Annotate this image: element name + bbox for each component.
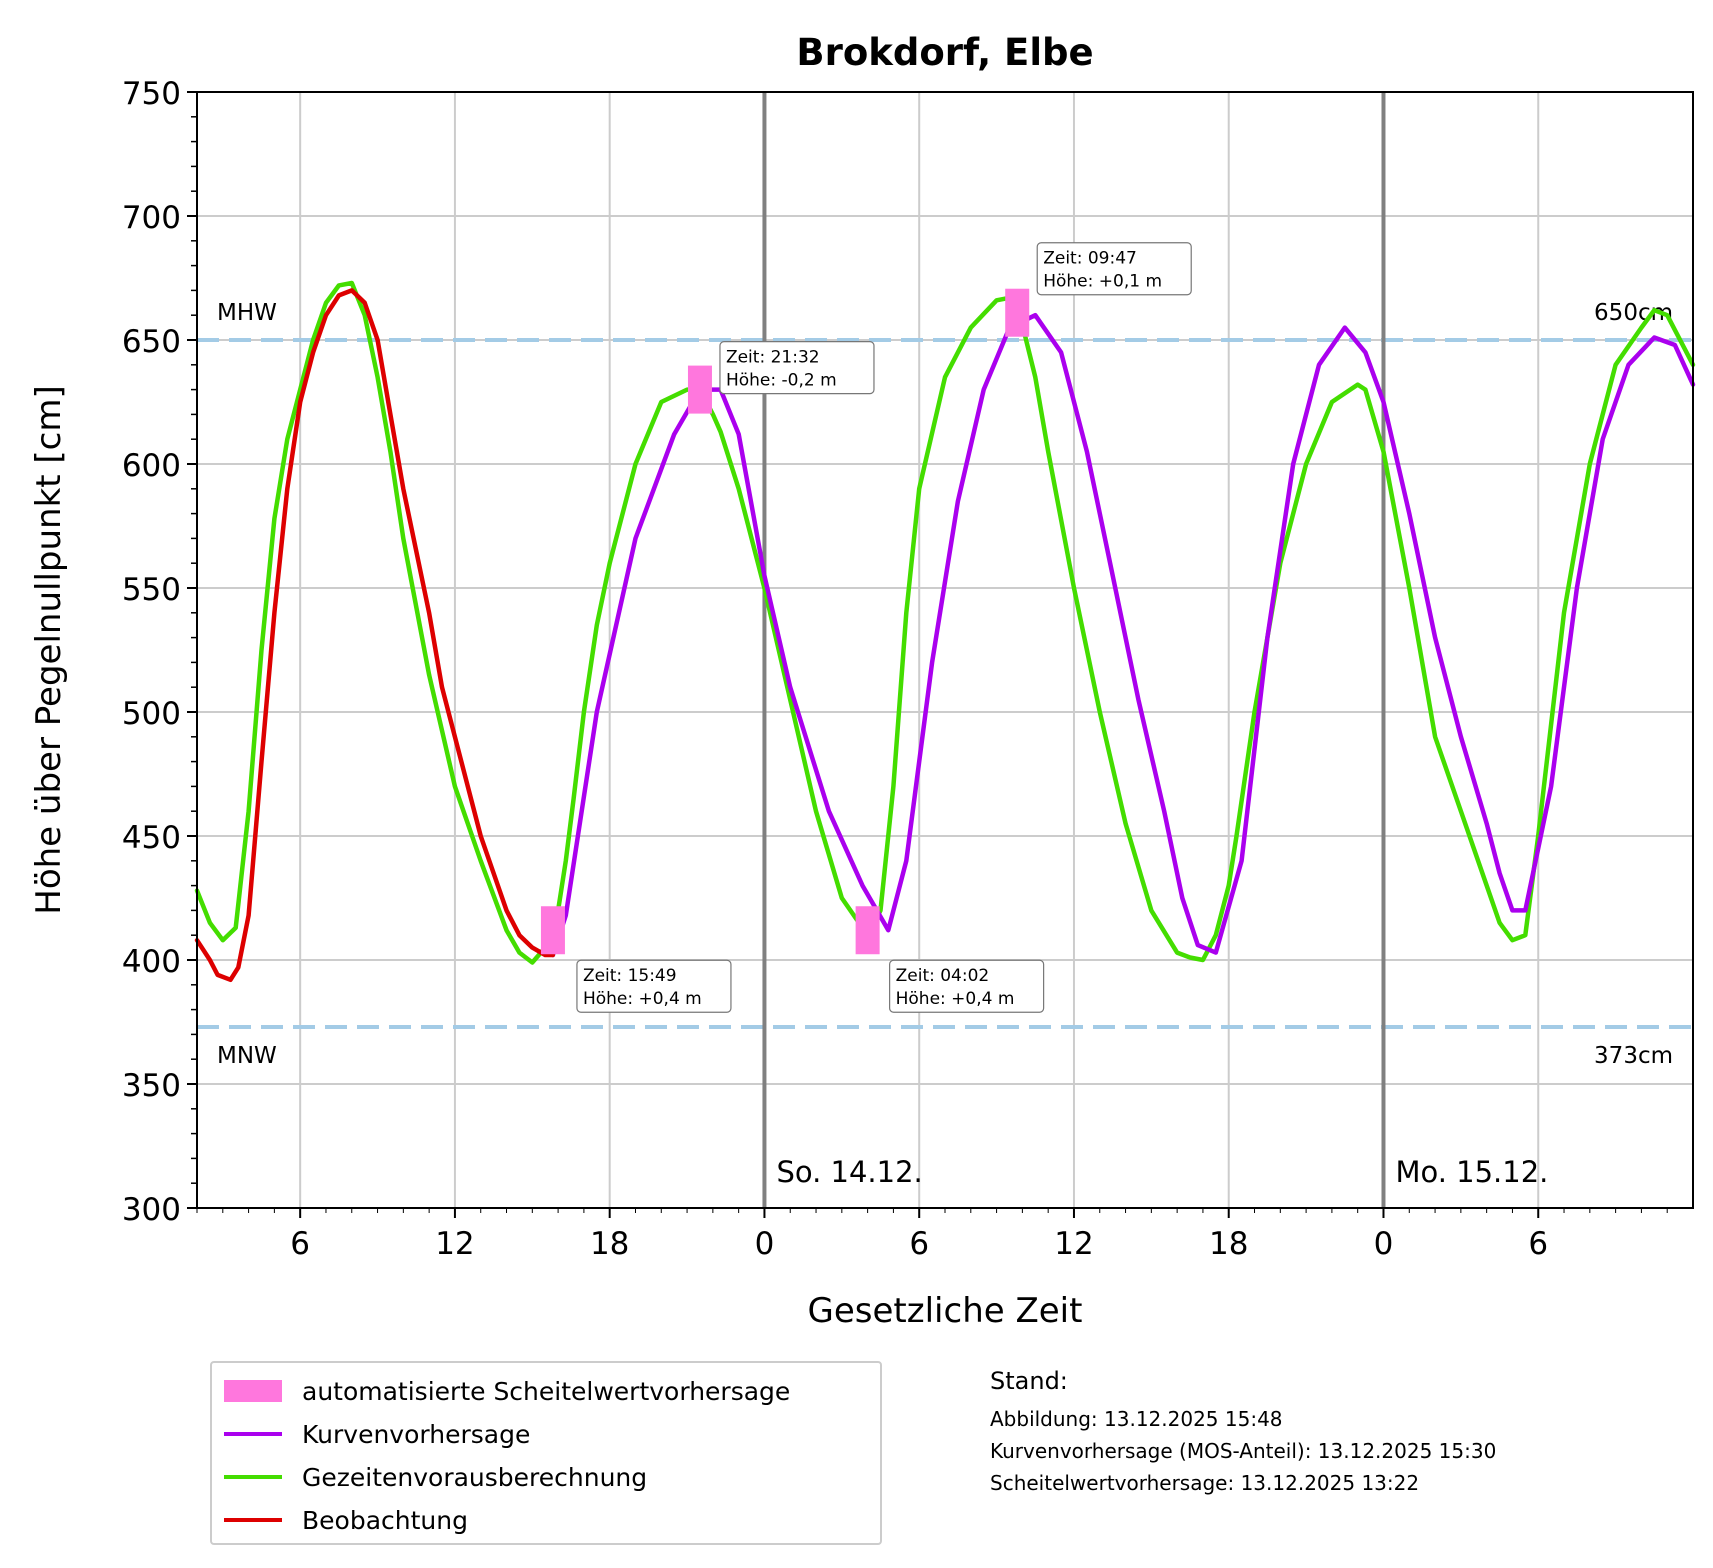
day-label: Mo. 15.12.: [1395, 1155, 1548, 1189]
stand-info: Stand: Abbildung: 13.12.2025 15:48 Kurve…: [990, 1367, 1496, 1499]
legend-label: Gezeitenvorausberechnung: [302, 1462, 648, 1492]
crest-marker: [687, 365, 712, 414]
crest-marker: [540, 906, 565, 955]
crest-annotation-time: Zeit: 04:02: [896, 966, 990, 986]
x-tick-label: 0: [755, 1226, 775, 1262]
crest-annotation-box: [576, 959, 732, 1013]
legend-item-kurvenvorhersage: Kurvenvorhersage: [224, 1416, 530, 1452]
crest-annotation-height: Höhe: +0,1 m: [1043, 272, 1162, 292]
x-tick-label: 6: [909, 1226, 929, 1262]
crest-annotation-box: [719, 341, 875, 395]
y-tick-label: 350: [122, 1068, 181, 1104]
x-tick-label: 18: [1209, 1226, 1248, 1262]
reference-left-label: MNW: [217, 1043, 277, 1069]
plot-frame: [196, 91, 1694, 1209]
y-tick-label: 650: [122, 324, 181, 360]
stand-line-kurvenvorhersage: Kurvenvorhersage (MOS-Anteil): 13.12.202…: [990, 1439, 1497, 1463]
x-axis-label: Gesetzliche Zeit: [808, 1291, 1083, 1331]
crest-annotation-time: Zeit: 15:49: [583, 966, 677, 986]
legend-item-crest: automatisierte Scheitelwertvorhersage: [224, 1373, 790, 1409]
y-axis-label: Höhe über Pegelnullpunkt [cm]: [29, 385, 69, 914]
legend-item-gezeiten: Gezeitenvorausberechnung: [224, 1459, 647, 1495]
reference-right-label: 373cm: [1594, 1043, 1673, 1069]
legend-label: Kurvenvorhersage: [302, 1419, 531, 1449]
crest-marker: [855, 906, 880, 955]
y-tick-label: 500: [122, 696, 181, 732]
crest-annotation-height: Höhe: +0,4 m: [896, 989, 1015, 1009]
x-tick-label: 18: [590, 1226, 629, 1262]
stand-title: Stand:: [990, 1367, 1068, 1395]
series-line-0: [550, 312, 1696, 958]
stand-line-scheitelwert: Scheitelwertvorhersage: 13.12.2025 13:22: [990, 1471, 1420, 1495]
y-tick-label: 750: [122, 76, 181, 112]
y-tick-label: 300: [122, 1192, 181, 1228]
crest-forecasts: Zeit: 15:49 Höhe: +0,4 m Zeit: 21:32 Höhe: …: [540, 242, 1192, 1013]
x-tick-label: 12: [1054, 1226, 1093, 1262]
legend-label: automatisierte Scheitelwertvorhersage: [302, 1376, 791, 1406]
series-line-2: [194, 288, 556, 983]
legend-swatch-gezeiten: [224, 1475, 282, 1479]
crest-marker: [1005, 288, 1030, 337]
day-lines: So. 14.12. Mo. 15.12.: [762, 92, 1548, 1208]
legend-swatch-kurvenvorhersage: [224, 1432, 282, 1436]
x-tick-label: 6: [290, 1226, 310, 1262]
grid: [197, 91, 1693, 1209]
y-tick-label: 450: [122, 820, 181, 856]
chart-title: Brokdorf, Elbe: [796, 31, 1093, 74]
series: [194, 280, 1696, 983]
x-tick-label: 12: [435, 1226, 474, 1262]
axes: 300 350 400 450 500 550 600 650 700 750 6 12 18 0 6 12 1…: [122, 76, 1668, 1262]
y-tick-label: 400: [122, 944, 181, 980]
legend-label: Beobachtung: [302, 1505, 468, 1535]
crest-annotation-height: Höhe: -0,2 m: [726, 371, 837, 391]
y-tick-label: 550: [122, 572, 181, 608]
y-tick-label: 700: [122, 200, 181, 236]
legend-swatch-crest: [224, 1380, 282, 1402]
crest-annotation-time: Zeit: 09:47: [1043, 249, 1137, 269]
legend: automatisierte Scheitelwertvorhersage Ku…: [210, 1361, 882, 1545]
crest-annotation-box: [889, 959, 1045, 1013]
legend-item-beobachtung: Beobachtung: [224, 1502, 468, 1538]
reference-left-label: MHW: [217, 300, 277, 326]
day-label: So. 14.12.: [776, 1155, 922, 1189]
y-tick-label: 600: [122, 448, 181, 484]
legend-swatch-beobachtung: [224, 1518, 282, 1522]
crest-annotation-time: Zeit: 21:32: [726, 348, 820, 368]
x-tick-label: 6: [1528, 1226, 1548, 1262]
crest-annotation-box: [1036, 242, 1192, 296]
series-line-1: [194, 280, 1696, 965]
x-tick-label: 0: [1374, 1226, 1394, 1262]
stand-line-abbildung: Abbildung: 13.12.2025 15:48: [990, 1407, 1283, 1431]
crest-annotation-height: Höhe: +0,4 m: [583, 989, 702, 1009]
